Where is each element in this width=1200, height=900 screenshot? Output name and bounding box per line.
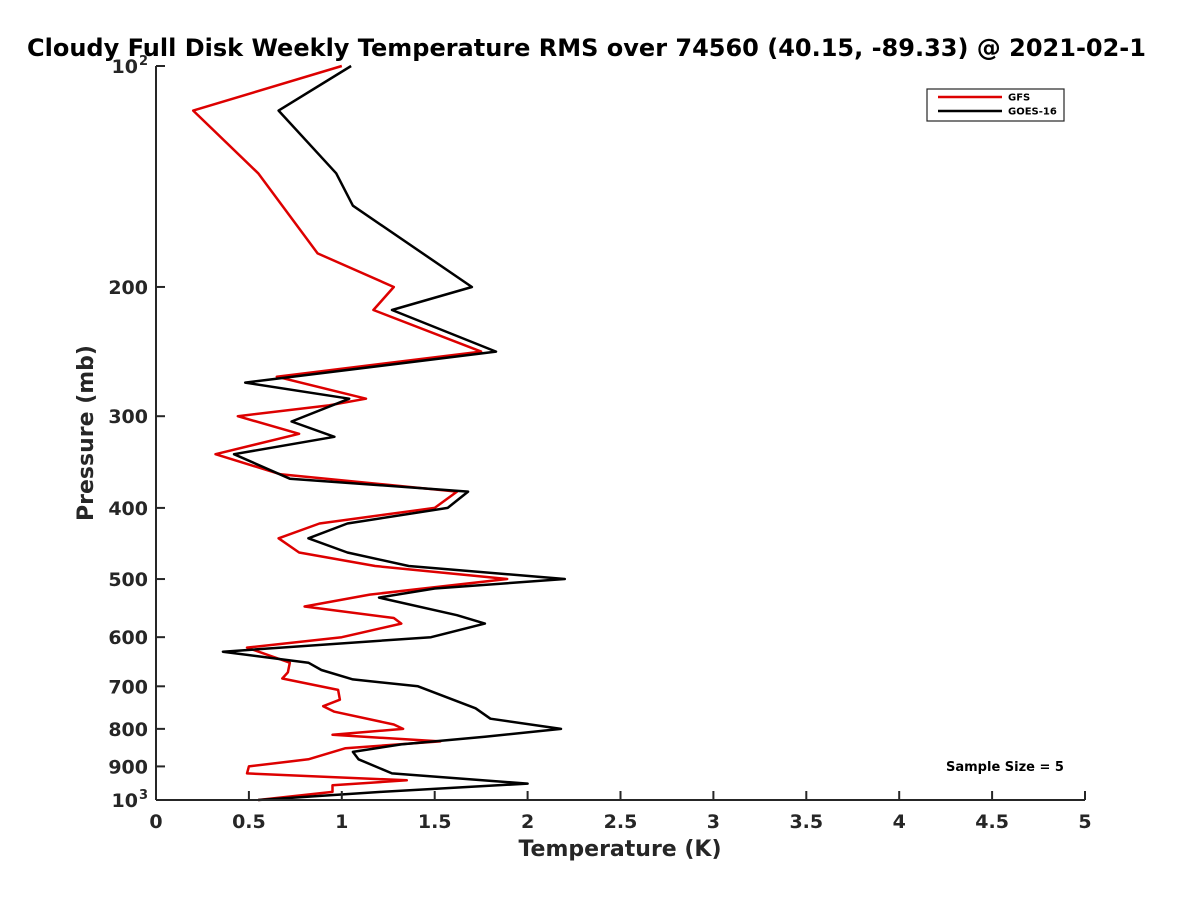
legend-label-gfs: GFS <box>1008 93 1030 104</box>
series-line-goes-16 <box>221 64 567 802</box>
plot-area-background <box>156 66 1085 800</box>
x-tick-label: 4 <box>893 811 906 833</box>
x-tick-label: 1.5 <box>418 811 452 833</box>
y-tick-exponent: 3 <box>139 788 148 803</box>
y-tick-label: 600 <box>108 627 148 649</box>
y-tick-label: 900 <box>108 756 148 778</box>
y-tick-exponent: 2 <box>139 54 148 69</box>
x-tick-label: 4.5 <box>975 811 1009 833</box>
chart-title: Cloudy Full Disk Weekly Temperature RMS … <box>27 34 1146 62</box>
x-tick-label: 0 <box>149 811 162 833</box>
y-tick-label: 500 <box>108 569 148 591</box>
x-ticks: 0 0.5 1 1.5 2 2.5 3 3.5 4 4.5 5 <box>149 791 1092 833</box>
x-tick-label: 5 <box>1078 811 1091 833</box>
x-tick-label: 1 <box>335 811 348 833</box>
x-axis-label: Temperature (K) <box>518 837 721 862</box>
y-axis-label: Pressure (mb) <box>74 345 99 521</box>
legend: GFS GOES-16 <box>926 88 1065 122</box>
y-tick-label: 400 <box>108 498 148 520</box>
x-tick-label: 0.5 <box>232 811 266 833</box>
x-tick-label: 2 <box>521 811 534 833</box>
y-tick-label: 700 <box>108 676 148 698</box>
y-tick-label: 800 <box>108 719 148 741</box>
legend-label-goes-16: GOES-16 <box>1008 107 1057 118</box>
sample-size-annotation: Sample Size = 5 <box>946 760 1064 775</box>
y-tick-label: 300 <box>108 406 148 428</box>
legend-box <box>926 88 1065 122</box>
x-tick-label: 3.5 <box>789 811 823 833</box>
y-tick-label: 200 <box>108 277 148 299</box>
x-tick-label: 2.5 <box>604 811 638 833</box>
series-layer <box>191 64 567 802</box>
y-tick-label: 10 <box>112 790 138 812</box>
y-tick-label: 10 <box>112 56 138 78</box>
x-tick-label: 3 <box>707 811 720 833</box>
